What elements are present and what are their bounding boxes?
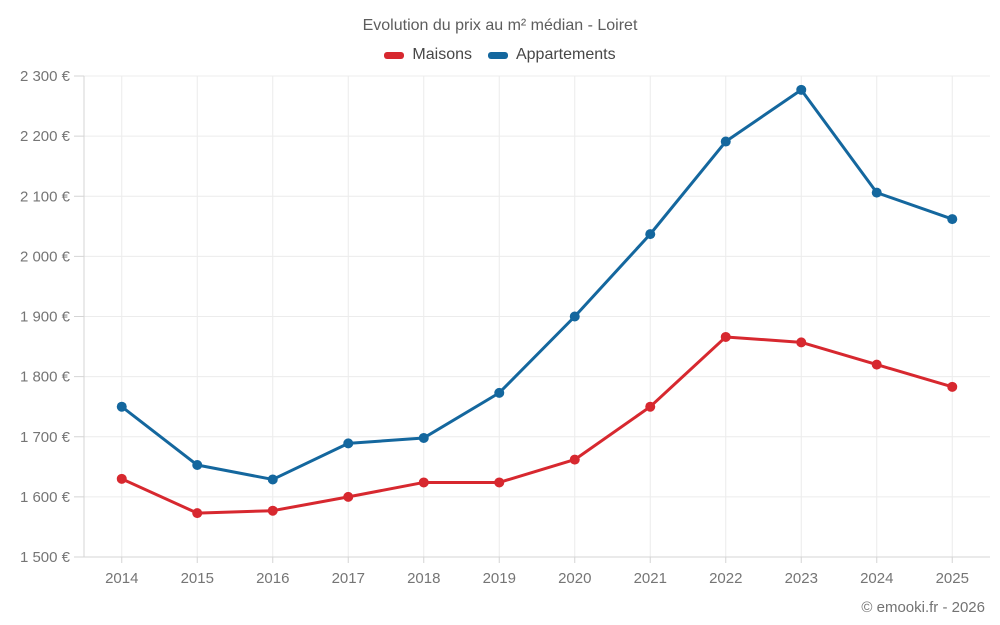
data-point-appartements-2021[interactable]	[645, 229, 656, 240]
legend-label-appartements: Appartements	[515, 46, 616, 63]
data-point-appartements-2020[interactable]	[569, 311, 580, 322]
data-point-maisons-2025[interactable]	[947, 381, 958, 392]
chart-legend: Maisons Appartements	[0, 46, 1000, 64]
legend-label-maisons: Maisons	[412, 46, 472, 63]
legend-item-appartements[interactable]: Appartements	[487, 46, 616, 64]
appartements-swatch-icon	[487, 51, 508, 59]
data-point-maisons-2023[interactable]	[796, 337, 807, 348]
legend-item-maisons[interactable]: Maisons	[384, 46, 472, 64]
series-line-appartements	[120, 88, 954, 481]
x-axis-label: 2020	[558, 570, 591, 587]
data-point-maisons-2024[interactable]	[871, 359, 882, 370]
data-point-maisons-2019[interactable]	[494, 477, 505, 488]
y-axis-label: 1 800 €	[20, 369, 71, 386]
x-axis-label: 2021	[634, 570, 667, 587]
data-point-appartements-2025[interactable]	[947, 214, 958, 225]
x-axis-label: 2019	[483, 570, 516, 587]
y-axis-label: 1 500 €	[20, 549, 71, 566]
series-line-maisons	[120, 335, 954, 515]
x-axis-label: 2017	[332, 570, 365, 587]
data-point-maisons-2015[interactable]	[192, 508, 203, 519]
x-axis-label: 2024	[860, 570, 893, 587]
y-axis-label: 1 600 €	[20, 489, 71, 506]
y-axis-label: 2 000 €	[20, 248, 71, 265]
data-point-appartements-2017[interactable]	[343, 438, 354, 449]
y-axis-label: 1 900 €	[20, 309, 71, 326]
data-point-appartements-2016[interactable]	[267, 474, 278, 485]
x-axis-label: 2014	[105, 570, 138, 587]
y-axis-label: 2 300 €	[20, 68, 71, 85]
data-point-maisons-2017[interactable]	[343, 491, 354, 502]
maisons-swatch-icon	[384, 51, 405, 59]
copyright-footer: © emooki.fr - 2026	[861, 599, 985, 616]
x-axis-label: 2018	[407, 570, 440, 587]
x-axis-label: 2016	[256, 570, 289, 587]
x-axis-label: 2022	[709, 570, 742, 587]
data-point-maisons-2014[interactable]	[116, 473, 127, 484]
data-point-appartements-2024[interactable]	[871, 187, 882, 198]
data-point-appartements-2023[interactable]	[796, 84, 807, 95]
y-axis-label: 1 700 €	[20, 429, 71, 446]
data-point-maisons-2021[interactable]	[645, 401, 656, 412]
y-axis-label: 2 100 €	[20, 188, 71, 205]
data-point-maisons-2022[interactable]	[720, 331, 731, 342]
x-axis-label: 2015	[181, 570, 214, 587]
data-point-appartements-2015[interactable]	[192, 460, 203, 471]
data-point-maisons-2020[interactable]	[569, 454, 580, 465]
data-point-appartements-2018[interactable]	[418, 432, 429, 443]
x-axis-label: 2025	[936, 570, 969, 587]
data-point-appartements-2014[interactable]	[116, 401, 127, 412]
chart-title: Evolution du prix au m² médian - Loiret	[362, 17, 638, 34]
data-point-appartements-2019[interactable]	[494, 387, 505, 398]
data-point-maisons-2018[interactable]	[418, 477, 429, 488]
data-point-maisons-2016[interactable]	[267, 505, 278, 516]
data-point-appartements-2022[interactable]	[720, 136, 731, 147]
y-axis-label: 2 200 €	[20, 128, 71, 145]
x-axis-label: 2023	[785, 570, 818, 587]
